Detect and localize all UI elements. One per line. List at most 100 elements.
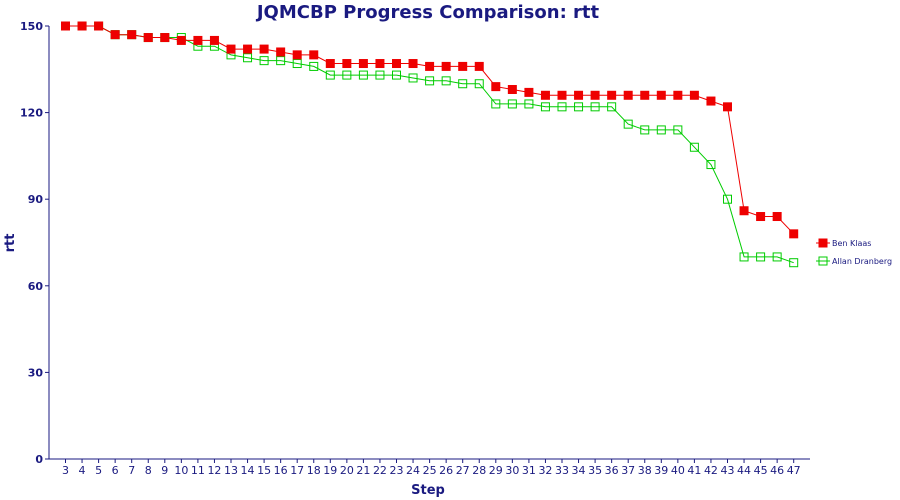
data-point xyxy=(226,44,236,54)
x-tick-label: 21 xyxy=(356,464,370,477)
y-tick-label: 30 xyxy=(28,366,44,379)
data-point xyxy=(458,79,468,89)
x-tick-label: 4 xyxy=(79,464,86,477)
data-point xyxy=(640,90,650,100)
x-tick-label: 9 xyxy=(161,464,168,477)
data-point xyxy=(77,21,87,31)
data-point xyxy=(276,56,286,66)
legend-marker xyxy=(818,256,828,266)
data-point xyxy=(342,70,352,80)
data-point xyxy=(623,119,633,129)
data-point xyxy=(276,47,286,57)
series-layer xyxy=(61,21,799,268)
data-point xyxy=(243,44,253,54)
data-point xyxy=(176,35,186,45)
data-point xyxy=(706,160,716,170)
data-point xyxy=(524,99,534,109)
data-point xyxy=(491,82,501,92)
data-point xyxy=(507,99,517,109)
data-point xyxy=(392,59,401,69)
x-tick-label: 3 xyxy=(62,464,69,477)
x-tick-label: 43 xyxy=(721,464,735,477)
data-point xyxy=(623,90,633,100)
data-point xyxy=(325,59,335,69)
x-tick-label: 34 xyxy=(572,464,586,477)
data-point xyxy=(491,99,501,109)
data-point xyxy=(193,35,203,45)
data-point xyxy=(358,59,368,69)
x-tick-label: 16 xyxy=(274,464,288,477)
x-tick-label: 22 xyxy=(373,464,387,477)
data-point xyxy=(292,50,302,60)
x-ticks: 3 4 5 6 7 8 9 10 11 12 13 14 15 16 17 18 19 20 21 22 23 24 25 2… xyxy=(62,459,801,477)
data-point xyxy=(590,102,600,112)
x-tick-label: 38 xyxy=(638,464,652,477)
data-point xyxy=(243,53,253,63)
data-point xyxy=(557,90,567,100)
data-point xyxy=(689,142,699,152)
x-tick-label: 40 xyxy=(671,464,685,477)
y-tick-label: 90 xyxy=(28,193,44,206)
data-point xyxy=(160,33,170,43)
data-point xyxy=(640,125,650,135)
x-tick-label: 33 xyxy=(555,464,569,477)
y-tick-label: 150 xyxy=(20,20,43,33)
x-tick-label: 23 xyxy=(390,464,404,477)
y-ticks: 0 30 60 90 120 150 xyxy=(20,20,49,466)
data-point xyxy=(110,30,120,40)
data-point xyxy=(607,102,617,112)
chart-title: JQMCBP Progress Comparison: rtt xyxy=(255,2,600,23)
legend-label: Ben Klaas xyxy=(832,239,871,248)
data-point xyxy=(540,102,550,112)
x-tick-label: 31 xyxy=(522,464,536,477)
data-point xyxy=(689,90,699,100)
legend: Ben Klaas Allan Dranberg xyxy=(816,238,892,266)
x-tick-label: 10 xyxy=(174,464,188,477)
data-point xyxy=(425,76,435,86)
data-point xyxy=(574,102,584,112)
data-point xyxy=(375,59,385,69)
y-tick-label: 0 xyxy=(35,453,43,466)
x-tick-label: 7 xyxy=(128,464,135,477)
data-point xyxy=(789,258,799,268)
series-0 xyxy=(61,21,799,239)
data-point xyxy=(342,59,352,69)
legend-marker xyxy=(818,238,828,248)
x-tick-label: 5 xyxy=(95,464,102,477)
x-tick-label: 39 xyxy=(654,464,668,477)
data-point xyxy=(756,212,766,222)
data-point xyxy=(739,206,749,216)
x-tick-label: 37 xyxy=(621,464,635,477)
x-tick-label: 26 xyxy=(439,464,453,477)
data-point xyxy=(143,33,153,43)
data-point xyxy=(127,30,137,40)
x-tick-label: 8 xyxy=(145,464,152,477)
data-point xyxy=(706,96,716,106)
data-point xyxy=(408,73,418,83)
data-point xyxy=(408,59,418,69)
data-point xyxy=(61,21,70,31)
data-point xyxy=(425,61,435,71)
x-tick-label: 15 xyxy=(257,464,271,477)
x-tick-label: 24 xyxy=(406,464,420,477)
y-tick-label: 60 xyxy=(28,280,44,293)
data-point xyxy=(656,90,666,100)
data-point xyxy=(772,212,782,222)
x-tick-label: 17 xyxy=(290,464,304,477)
x-tick-label: 45 xyxy=(754,464,768,477)
data-point xyxy=(673,125,683,135)
x-tick-label: 27 xyxy=(456,464,470,477)
data-point xyxy=(259,44,269,54)
x-tick-label: 11 xyxy=(191,464,205,477)
data-point xyxy=(607,90,617,100)
data-point xyxy=(474,79,484,89)
data-point xyxy=(474,61,484,71)
data-point xyxy=(590,90,600,100)
data-point xyxy=(540,90,550,100)
data-point xyxy=(259,56,269,66)
data-point xyxy=(325,70,335,80)
data-point xyxy=(458,61,468,71)
series-1 xyxy=(61,21,799,268)
data-point xyxy=(739,252,749,262)
